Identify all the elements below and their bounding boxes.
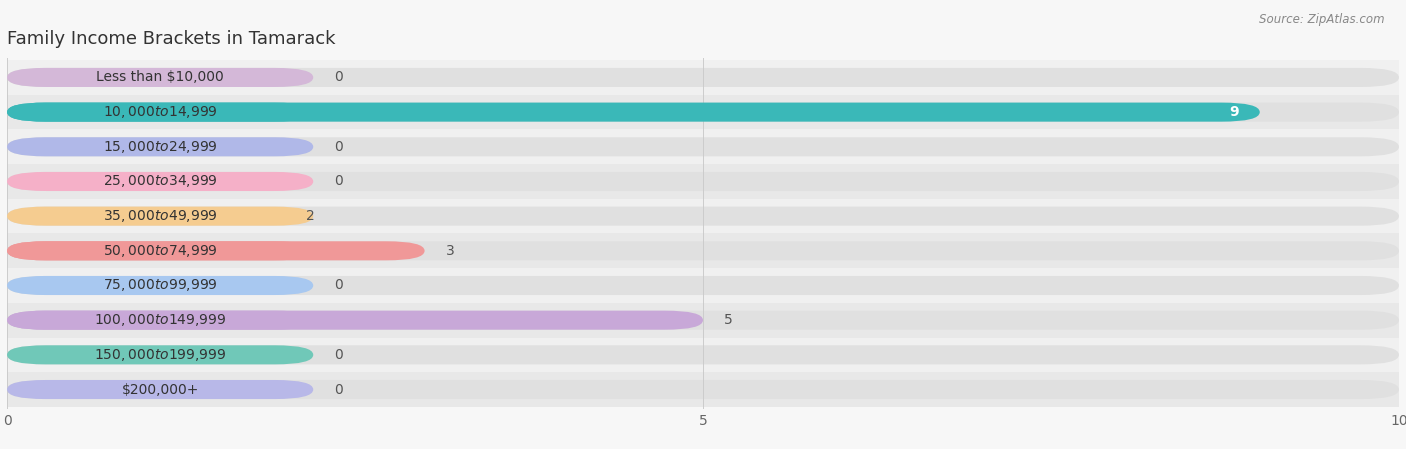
Text: 0: 0 [335, 70, 343, 84]
Bar [7, 60, 1399, 95]
Text: $150,000 to $199,999: $150,000 to $199,999 [94, 347, 226, 363]
Bar [7, 129, 1399, 164]
FancyBboxPatch shape [7, 207, 314, 226]
FancyBboxPatch shape [7, 380, 314, 399]
Bar [7, 199, 1399, 233]
Text: 0: 0 [335, 140, 343, 154]
FancyBboxPatch shape [7, 137, 314, 156]
Text: $75,000 to $99,999: $75,000 to $99,999 [103, 277, 218, 294]
FancyBboxPatch shape [7, 102, 314, 122]
FancyBboxPatch shape [7, 241, 425, 260]
FancyBboxPatch shape [7, 345, 1399, 365]
FancyBboxPatch shape [7, 276, 1399, 295]
Text: Source: ZipAtlas.com: Source: ZipAtlas.com [1260, 13, 1385, 26]
Text: 0: 0 [335, 383, 343, 396]
Text: $50,000 to $74,999: $50,000 to $74,999 [103, 243, 218, 259]
FancyBboxPatch shape [7, 172, 314, 191]
FancyBboxPatch shape [7, 68, 1399, 87]
Text: 0: 0 [335, 175, 343, 189]
Text: 9: 9 [1229, 105, 1239, 119]
Bar [7, 95, 1399, 129]
Text: $35,000 to $49,999: $35,000 to $49,999 [103, 208, 218, 224]
FancyBboxPatch shape [7, 276, 314, 295]
Text: $100,000 to $149,999: $100,000 to $149,999 [94, 312, 226, 328]
Text: Family Income Brackets in Tamarack: Family Income Brackets in Tamarack [7, 31, 336, 48]
Text: 0: 0 [335, 348, 343, 362]
Bar [7, 233, 1399, 268]
Text: 0: 0 [335, 278, 343, 292]
FancyBboxPatch shape [7, 241, 314, 260]
FancyBboxPatch shape [7, 207, 1399, 226]
FancyBboxPatch shape [7, 311, 1399, 330]
FancyBboxPatch shape [7, 137, 1399, 156]
FancyBboxPatch shape [7, 102, 1260, 122]
FancyBboxPatch shape [7, 241, 1399, 260]
Text: 3: 3 [446, 244, 454, 258]
Bar [7, 164, 1399, 199]
Text: $10,000 to $14,999: $10,000 to $14,999 [103, 104, 218, 120]
FancyBboxPatch shape [7, 172, 1399, 191]
Bar [7, 303, 1399, 338]
Bar [7, 338, 1399, 372]
Text: $25,000 to $34,999: $25,000 to $34,999 [103, 173, 218, 189]
Bar [7, 268, 1399, 303]
FancyBboxPatch shape [7, 311, 703, 330]
Text: 5: 5 [724, 313, 733, 327]
FancyBboxPatch shape [7, 102, 1399, 122]
Text: $15,000 to $24,999: $15,000 to $24,999 [103, 139, 218, 155]
Text: $200,000+: $200,000+ [121, 383, 198, 396]
Bar [7, 372, 1399, 407]
FancyBboxPatch shape [7, 68, 314, 87]
Text: Less than $10,000: Less than $10,000 [96, 70, 224, 84]
Text: 2: 2 [307, 209, 315, 223]
FancyBboxPatch shape [7, 345, 314, 365]
FancyBboxPatch shape [7, 380, 1399, 399]
FancyBboxPatch shape [7, 311, 314, 330]
